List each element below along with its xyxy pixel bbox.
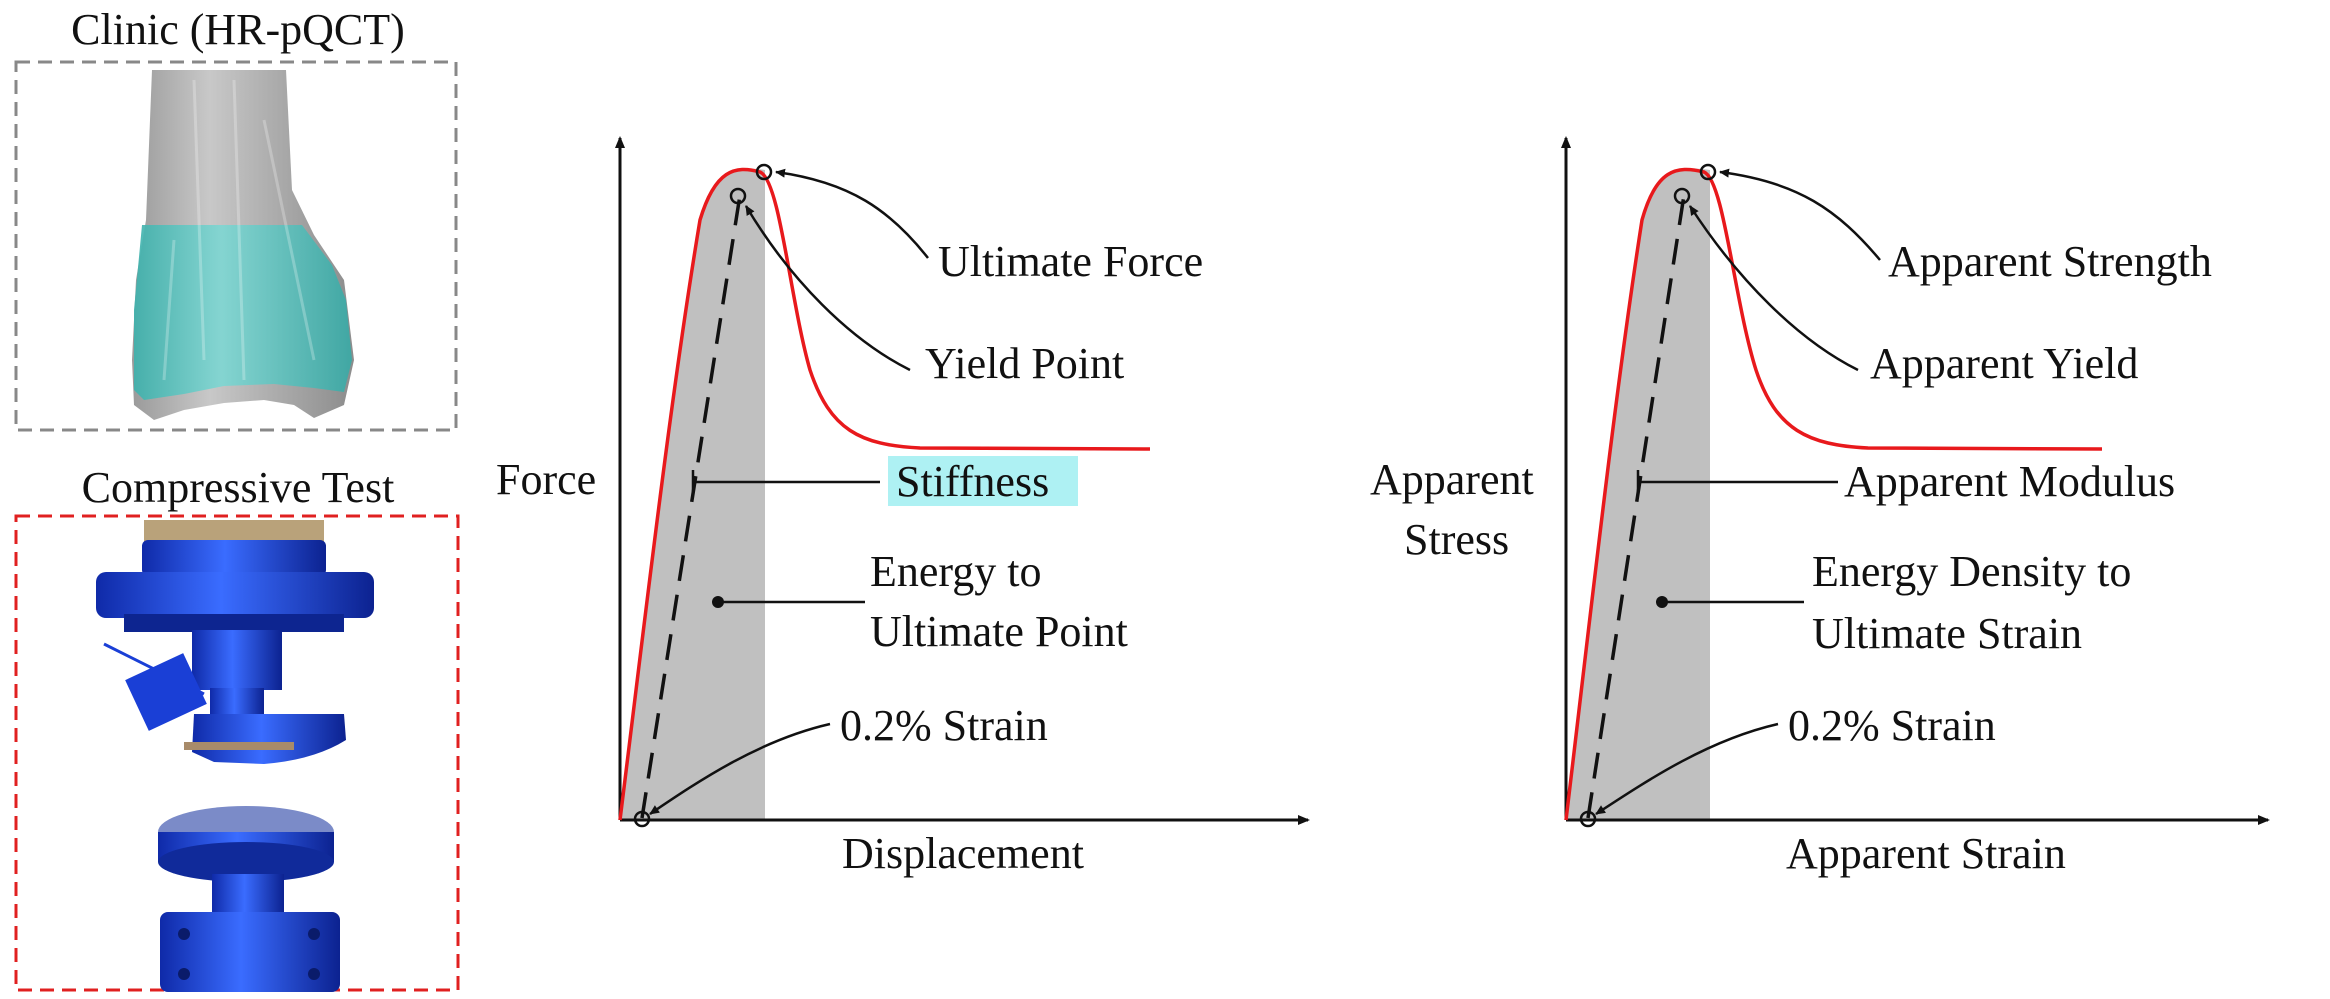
apparent-strength-label: Apparent Strength: [1888, 237, 2212, 286]
clinic-panel: [14, 60, 458, 432]
force-curve: [618, 167, 1151, 821]
yield-arrow: [1688, 205, 1859, 372]
yield-arrow: [744, 205, 911, 372]
yield-point-marker: [729, 187, 747, 205]
stiffness-highlight: [888, 456, 1078, 506]
x-axis-label: Apparent Strain: [1786, 829, 2066, 878]
ultimate-arrow: [775, 168, 929, 259]
energy-density-label-line2: Ultimate Strain: [1812, 609, 2082, 658]
y-axis-label-line1: Apparent: [1370, 455, 1534, 504]
y-axis-label-line2: Stress: [1404, 515, 1509, 564]
apparent-yield-label: Apparent Yield: [1870, 339, 2138, 388]
offset-arrow: [1595, 722, 1779, 816]
compression-fixture-image: [14, 514, 460, 992]
apparent-strength-marker: [1699, 163, 1717, 181]
clinic-panel-title: Clinic (HR-pQCT): [71, 5, 405, 54]
stress-curve: [1564, 167, 2103, 821]
offset-dashed-line: [640, 194, 742, 819]
offset-strain-label: 0.2% Strain: [1788, 701, 1996, 750]
offset-dashed-line: [1586, 194, 1686, 819]
ultimate-point-marker: [755, 163, 773, 181]
bone-scan-image: [14, 60, 458, 432]
offset-arrow: [649, 722, 831, 816]
offset-strain-label: 0.2% Strain: [840, 701, 1048, 750]
compressive-test-panel: [14, 514, 460, 994]
apparent-yield-marker: [1673, 187, 1691, 205]
offset-origin-marker: [633, 810, 651, 828]
force-displacement-diagram: Force Displacement Ultimate Force Yield …: [496, 136, 1310, 878]
stress-strain-diagram: Apparent Stress Apparent Strain Apparent…: [1370, 136, 2270, 878]
offset-origin-marker: [1579, 810, 1597, 828]
strength-arrow: [1719, 168, 1881, 261]
ultimate-force-label: Ultimate Force: [938, 237, 1203, 286]
yield-point-label: Yield Point: [925, 339, 1124, 388]
energy-density-label-line1: Energy Density to: [1812, 547, 2131, 596]
test-panel-title: Compressive Test: [81, 463, 395, 512]
energy-label-line1: Energy to: [870, 547, 1042, 596]
energy-label-line2: Ultimate Point: [870, 607, 1128, 656]
y-axis-label: Force: [496, 455, 596, 504]
x-axis-label: Displacement: [842, 829, 1084, 878]
apparent-modulus-label: Apparent Modulus: [1844, 457, 2175, 506]
stiffness-label: Stiffness: [896, 457, 1049, 506]
